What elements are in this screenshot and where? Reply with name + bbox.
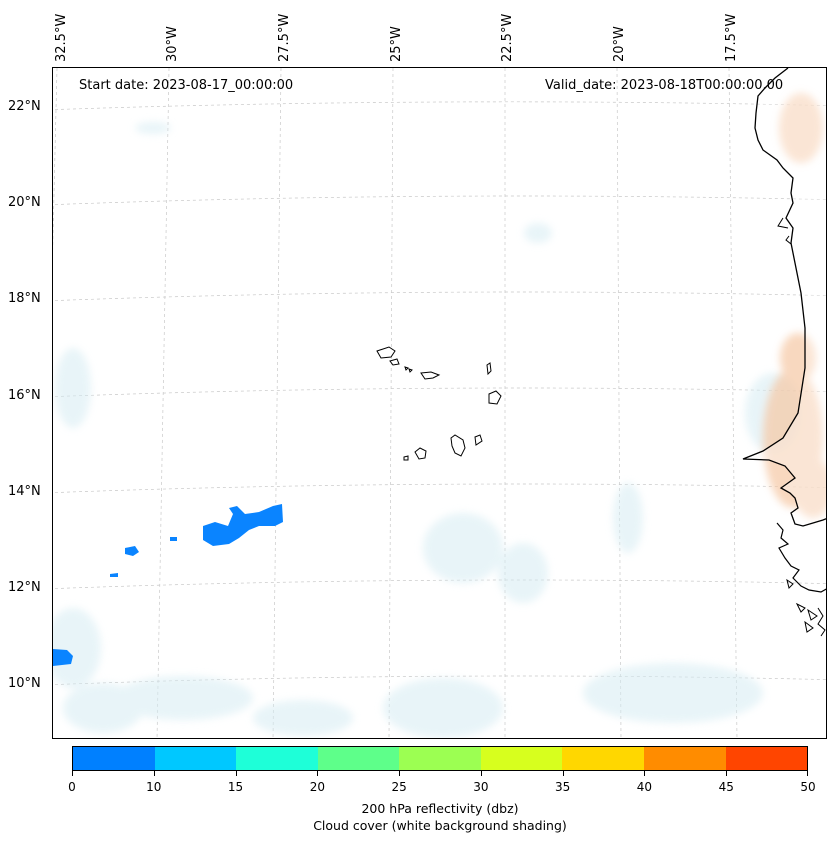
longitude-label: 25°W xyxy=(389,26,404,62)
colorbar-tick-label: 10 xyxy=(146,780,162,794)
valid-date-label: Valid_date: 2023-08-18T00:00:00.00 xyxy=(545,78,784,93)
cloud-cover-shading xyxy=(53,122,801,738)
colorbar-tick-label: 0 xyxy=(68,780,76,794)
latitude-label: 20°N xyxy=(8,195,41,210)
colorbar-tick-label: 30 xyxy=(473,780,489,794)
colorbar-tick-label: 50 xyxy=(800,780,816,794)
colorbar-segment xyxy=(399,747,481,770)
colorbar-tick-label: 40 xyxy=(636,780,653,794)
colorbar-tick-label: 45 xyxy=(718,780,734,794)
map-canvas xyxy=(53,68,826,738)
warm-shading xyxy=(763,93,826,518)
colorbar-title-line2: Cloud cover (white background shading) xyxy=(313,818,567,833)
colorbar-segment xyxy=(154,747,237,770)
colorbar-segment xyxy=(562,747,644,770)
colorbar-tick xyxy=(317,771,319,776)
colorbar-segment xyxy=(317,747,400,770)
colorbar-tick xyxy=(72,771,73,776)
colorbar xyxy=(72,746,808,771)
latitude-label: 22°N xyxy=(8,99,41,114)
colorbar-tick-label: 35 xyxy=(555,780,571,794)
colorbar-tick xyxy=(235,771,237,776)
colorbar-segment xyxy=(725,747,808,770)
colorbar-segment xyxy=(236,747,318,770)
longitude-label: 20°W xyxy=(612,26,627,62)
start-date-label: Start date: 2023-08-17_00:00:00 xyxy=(79,78,294,93)
latitude-label: 16°N xyxy=(8,388,41,403)
colorbar-tick xyxy=(480,771,482,776)
colorbar-tick xyxy=(726,771,728,776)
cape-verde-islands xyxy=(376,346,502,461)
latitude-label: 18°N xyxy=(8,291,41,306)
colorbar-tick-label: 20 xyxy=(309,780,325,794)
longitude-label: 30°W xyxy=(165,26,180,62)
coastline xyxy=(742,68,826,637)
colorbar-segment xyxy=(480,747,563,770)
reflectivity-cells xyxy=(53,504,283,666)
longitude-label: 32.5°W xyxy=(54,13,69,62)
latitude-label: 12°N xyxy=(8,580,41,595)
colorbar-segment xyxy=(73,747,155,770)
colorbar-tick xyxy=(153,771,155,776)
colorbar-tick-label: 25 xyxy=(391,780,407,794)
map-panel xyxy=(52,67,827,739)
graticule xyxy=(53,68,826,738)
longitude-label: 27.5°W xyxy=(277,13,292,62)
colorbar-tick xyxy=(562,771,564,776)
latitude-label: 14°N xyxy=(8,484,41,499)
colorbar-tick-label: 15 xyxy=(227,780,244,794)
longitude-label: 22.5°W xyxy=(500,13,515,62)
colorbar-segment xyxy=(643,747,726,770)
colorbar-tick xyxy=(807,771,808,776)
colorbar-title-line1: 200 hPa reflectivity (dbz) xyxy=(361,801,519,816)
colorbar-tick xyxy=(399,771,401,776)
longitude-label: 17.5°W xyxy=(724,13,739,62)
latitude-label: 10°N xyxy=(8,676,41,691)
colorbar-tick xyxy=(644,771,646,776)
